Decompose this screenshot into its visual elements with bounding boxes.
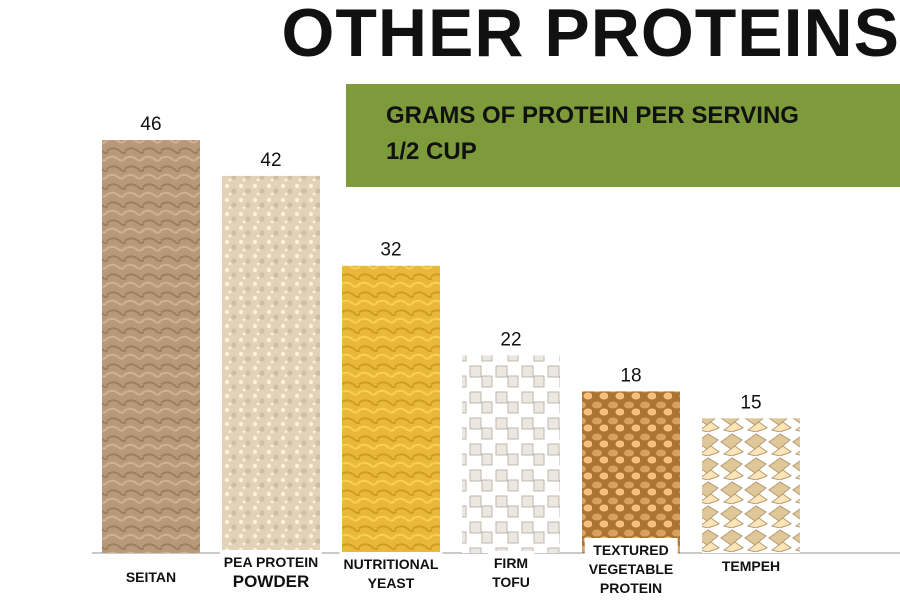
category-label-line: YEAST xyxy=(367,575,415,591)
chart-title: OTHER PROTEINS xyxy=(281,0,900,71)
value-label-pea-protein-powder: 42 xyxy=(260,150,281,171)
bar-textured-vegetable-protein xyxy=(582,391,680,553)
category-label-line: PROTEIN xyxy=(599,580,663,596)
category-label-tempeh: TEMPEH xyxy=(717,554,785,579)
category-label-line: SEITAN xyxy=(125,569,177,585)
category-label-line: TEMPEH xyxy=(721,558,781,574)
category-label-seitan: SEITAN xyxy=(121,565,181,590)
category-label-pea-protein-powder: PEA PROTEIN POWDER xyxy=(219,550,323,594)
category-label-line: VEGETABLE xyxy=(588,561,674,577)
category-label-nutritional-yeast: NUTRITIONAL YEAST xyxy=(339,552,443,596)
category-label-firm-tofu: FIRM TOFU xyxy=(488,551,534,595)
subtitle-line-2: 1/2 CUP xyxy=(386,138,477,165)
category-label-line: NUTRITIONAL xyxy=(343,556,439,572)
bars-group xyxy=(102,140,800,554)
category-label-line: POWDER xyxy=(232,572,310,591)
value-label-textured-vegetable-protein: 18 xyxy=(620,365,641,386)
bar-pea-protein-powder xyxy=(222,175,320,554)
bar-seitan xyxy=(102,140,200,553)
category-label-line: TOFU xyxy=(492,574,530,590)
value-label-tempeh: 15 xyxy=(740,392,761,413)
subtitle-line-1: GRAMS OF PROTEIN PER SERVING xyxy=(386,102,799,129)
value-labels-group: 46 42 32 22 18 15 xyxy=(140,114,761,413)
category-label-line: PEA PROTEIN xyxy=(223,554,319,570)
bar-tempeh xyxy=(702,418,800,553)
category-label-line: TEXTURED xyxy=(593,542,669,558)
value-label-nutritional-yeast: 32 xyxy=(380,240,401,261)
category-label-line: FIRM xyxy=(493,555,529,571)
value-label-firm-tofu: 22 xyxy=(500,329,521,350)
bar-firm-tofu xyxy=(462,355,560,553)
value-label-seitan: 46 xyxy=(140,114,161,135)
category-label-textured-vegetable-protein: TEXTURED VEGETABLE PROTEIN xyxy=(584,538,678,601)
subtitle-banner: GRAMS OF PROTEIN PER SERVING 1/2 CUP xyxy=(346,84,900,187)
bar-nutritional-yeast xyxy=(342,265,440,553)
